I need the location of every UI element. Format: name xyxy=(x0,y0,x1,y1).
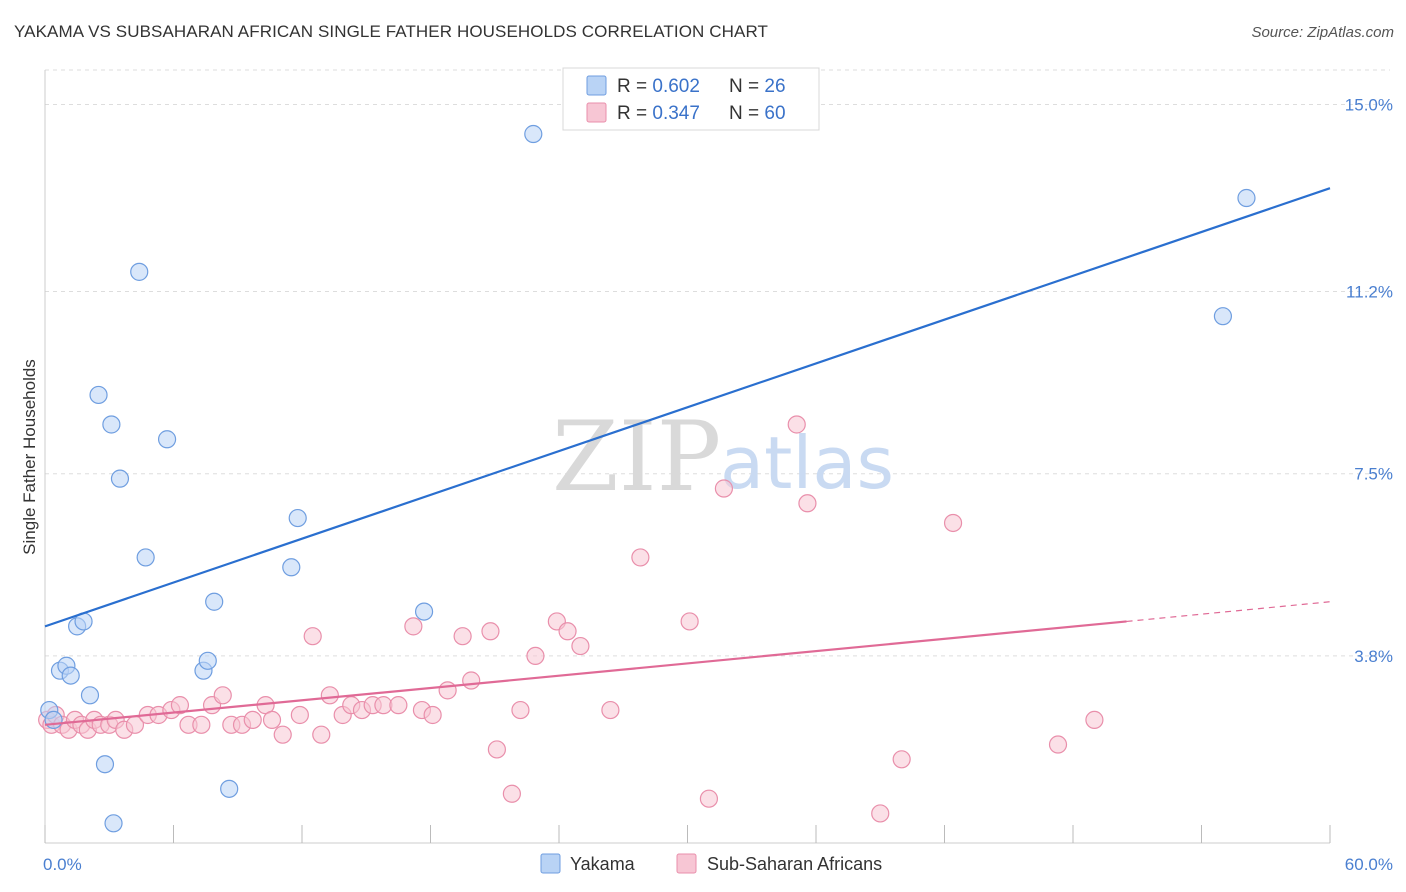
yakama-point xyxy=(524,124,543,144)
yakama-point xyxy=(61,666,80,685)
subsaharan-point xyxy=(273,725,292,744)
subsaharan-point xyxy=(389,696,408,715)
subsaharan-point xyxy=(487,740,506,759)
legend-r-value-subsaharan: 0.347 xyxy=(652,103,700,124)
legend-r-value-yakama: 0.602 xyxy=(652,76,700,97)
subsaharan-point xyxy=(462,671,481,690)
subsaharan-point xyxy=(511,700,530,720)
series-yakama-points xyxy=(40,124,1256,833)
trendline-yakama xyxy=(44,187,1331,628)
yakama-point xyxy=(288,508,307,528)
y-tick-label: 3.8% xyxy=(1354,647,1393,666)
x-tick-label-max: 60.0% xyxy=(1345,855,1393,874)
legend-n-label: N = xyxy=(729,103,764,124)
bottom-legend-label-subsaharan: Sub-Saharan Africans xyxy=(707,854,882,874)
legend-n-value-yakama: 26 xyxy=(764,76,785,97)
yakama-point xyxy=(110,469,130,488)
yakama-point xyxy=(102,415,121,434)
yakama-point xyxy=(104,814,123,833)
subsaharan-point xyxy=(571,636,590,656)
subsaharan-point xyxy=(213,686,232,705)
trendline-subsaharan xyxy=(44,620,1127,726)
subsaharan-point xyxy=(243,710,262,730)
y-tick-label: 11.2% xyxy=(1346,283,1393,302)
subsaharan-point xyxy=(303,627,322,646)
subsaharan-point xyxy=(423,705,442,725)
y-tick-label: 15.0% xyxy=(1345,95,1393,114)
subsaharan-point xyxy=(1085,710,1104,730)
subsaharan-point xyxy=(526,646,545,666)
svg-text:N = 60: N = 60 xyxy=(729,103,786,124)
yakama-point xyxy=(44,710,63,730)
yakama-point xyxy=(205,592,224,611)
subsaharan-point xyxy=(680,612,699,631)
subsaharan-point xyxy=(192,715,211,734)
legend-r-label: R = xyxy=(617,103,652,124)
subsaharan-point xyxy=(453,627,472,646)
svg-text:N = 26: N = 26 xyxy=(729,76,786,97)
yakama-point xyxy=(282,558,301,577)
trendline-subsaharan-extension xyxy=(1126,601,1331,623)
yakama-point xyxy=(1213,307,1233,326)
x-axis-ticks xyxy=(44,825,1331,843)
yakama-point xyxy=(157,430,177,449)
legend-n-label: N = xyxy=(729,76,764,97)
subsaharan-point xyxy=(558,622,577,641)
yakama-point xyxy=(95,755,115,774)
yakama-point xyxy=(1237,188,1256,208)
subsaharan-point xyxy=(714,479,734,498)
watermark-zip: ZIP xyxy=(552,401,721,513)
subsaharan-point xyxy=(787,415,806,434)
legend: R = 0.602 N = 26 R = 0.347 N = 60 xyxy=(562,67,820,131)
subsaharan-point xyxy=(320,686,339,705)
watermark: ZIP atlas xyxy=(552,401,894,513)
subsaharan-point xyxy=(699,789,719,808)
subsaharan-point xyxy=(312,725,331,744)
subsaharan-point xyxy=(502,784,521,803)
yakama-point xyxy=(414,602,434,621)
svg-text:R = 0.602: R = 0.602 xyxy=(617,76,700,97)
bottom-legend: Yakama Sub-Saharan Africans xyxy=(540,853,882,874)
bottom-legend-label-yakama: Yakama xyxy=(570,854,636,874)
yakama-point xyxy=(130,262,149,281)
legend-r-label: R = xyxy=(617,76,652,97)
subsaharan-point xyxy=(404,617,423,636)
x-axis-tick-labels: 0.0% 60.0% xyxy=(43,855,1393,874)
gridlines xyxy=(45,69,1390,657)
subsaharan-point xyxy=(601,700,620,720)
source-credit: Source: ZipAtlas.com xyxy=(1251,24,1394,41)
legend-swatch-subsaharan xyxy=(586,102,607,123)
yakama-point xyxy=(80,686,100,705)
bottom-legend-swatch-yakama xyxy=(540,853,561,874)
yakama-point xyxy=(89,385,108,405)
trendlines xyxy=(44,187,1331,726)
x-tick-label-min: 0.0% xyxy=(43,855,82,874)
legend-n-value-subsaharan: 60 xyxy=(764,103,785,124)
subsaharan-point xyxy=(943,513,963,533)
yakama-point xyxy=(220,779,239,798)
subsaharan-point xyxy=(1048,735,1068,754)
subsaharan-point xyxy=(631,548,650,567)
y-axis-label: Single Father Households xyxy=(20,359,39,555)
legend-swatch-yakama xyxy=(586,75,607,96)
subsaharan-point xyxy=(892,750,911,769)
bottom-legend-swatch-subsaharan xyxy=(676,853,697,874)
subsaharan-point xyxy=(438,681,457,700)
subsaharan-point xyxy=(481,622,500,641)
subsaharan-point xyxy=(798,494,817,513)
subsaharan-point xyxy=(170,696,190,715)
yakama-point xyxy=(136,548,155,567)
subsaharan-point xyxy=(290,705,309,725)
svg-text:R = 0.347: R = 0.347 xyxy=(617,103,700,124)
chart-title: YAKAMA VS SUBSAHARAN AFRICAN SINGLE FATH… xyxy=(14,22,768,41)
y-tick-label: 7.5% xyxy=(1354,465,1393,484)
subsaharan-point xyxy=(871,804,890,823)
subsaharan-point xyxy=(262,710,282,730)
yakama-point xyxy=(198,651,217,670)
watermark-atlas: atlas xyxy=(720,421,894,505)
y-axis-tick-labels: 3.8% 7.5% 11.2% 15.0% xyxy=(1345,95,1393,665)
